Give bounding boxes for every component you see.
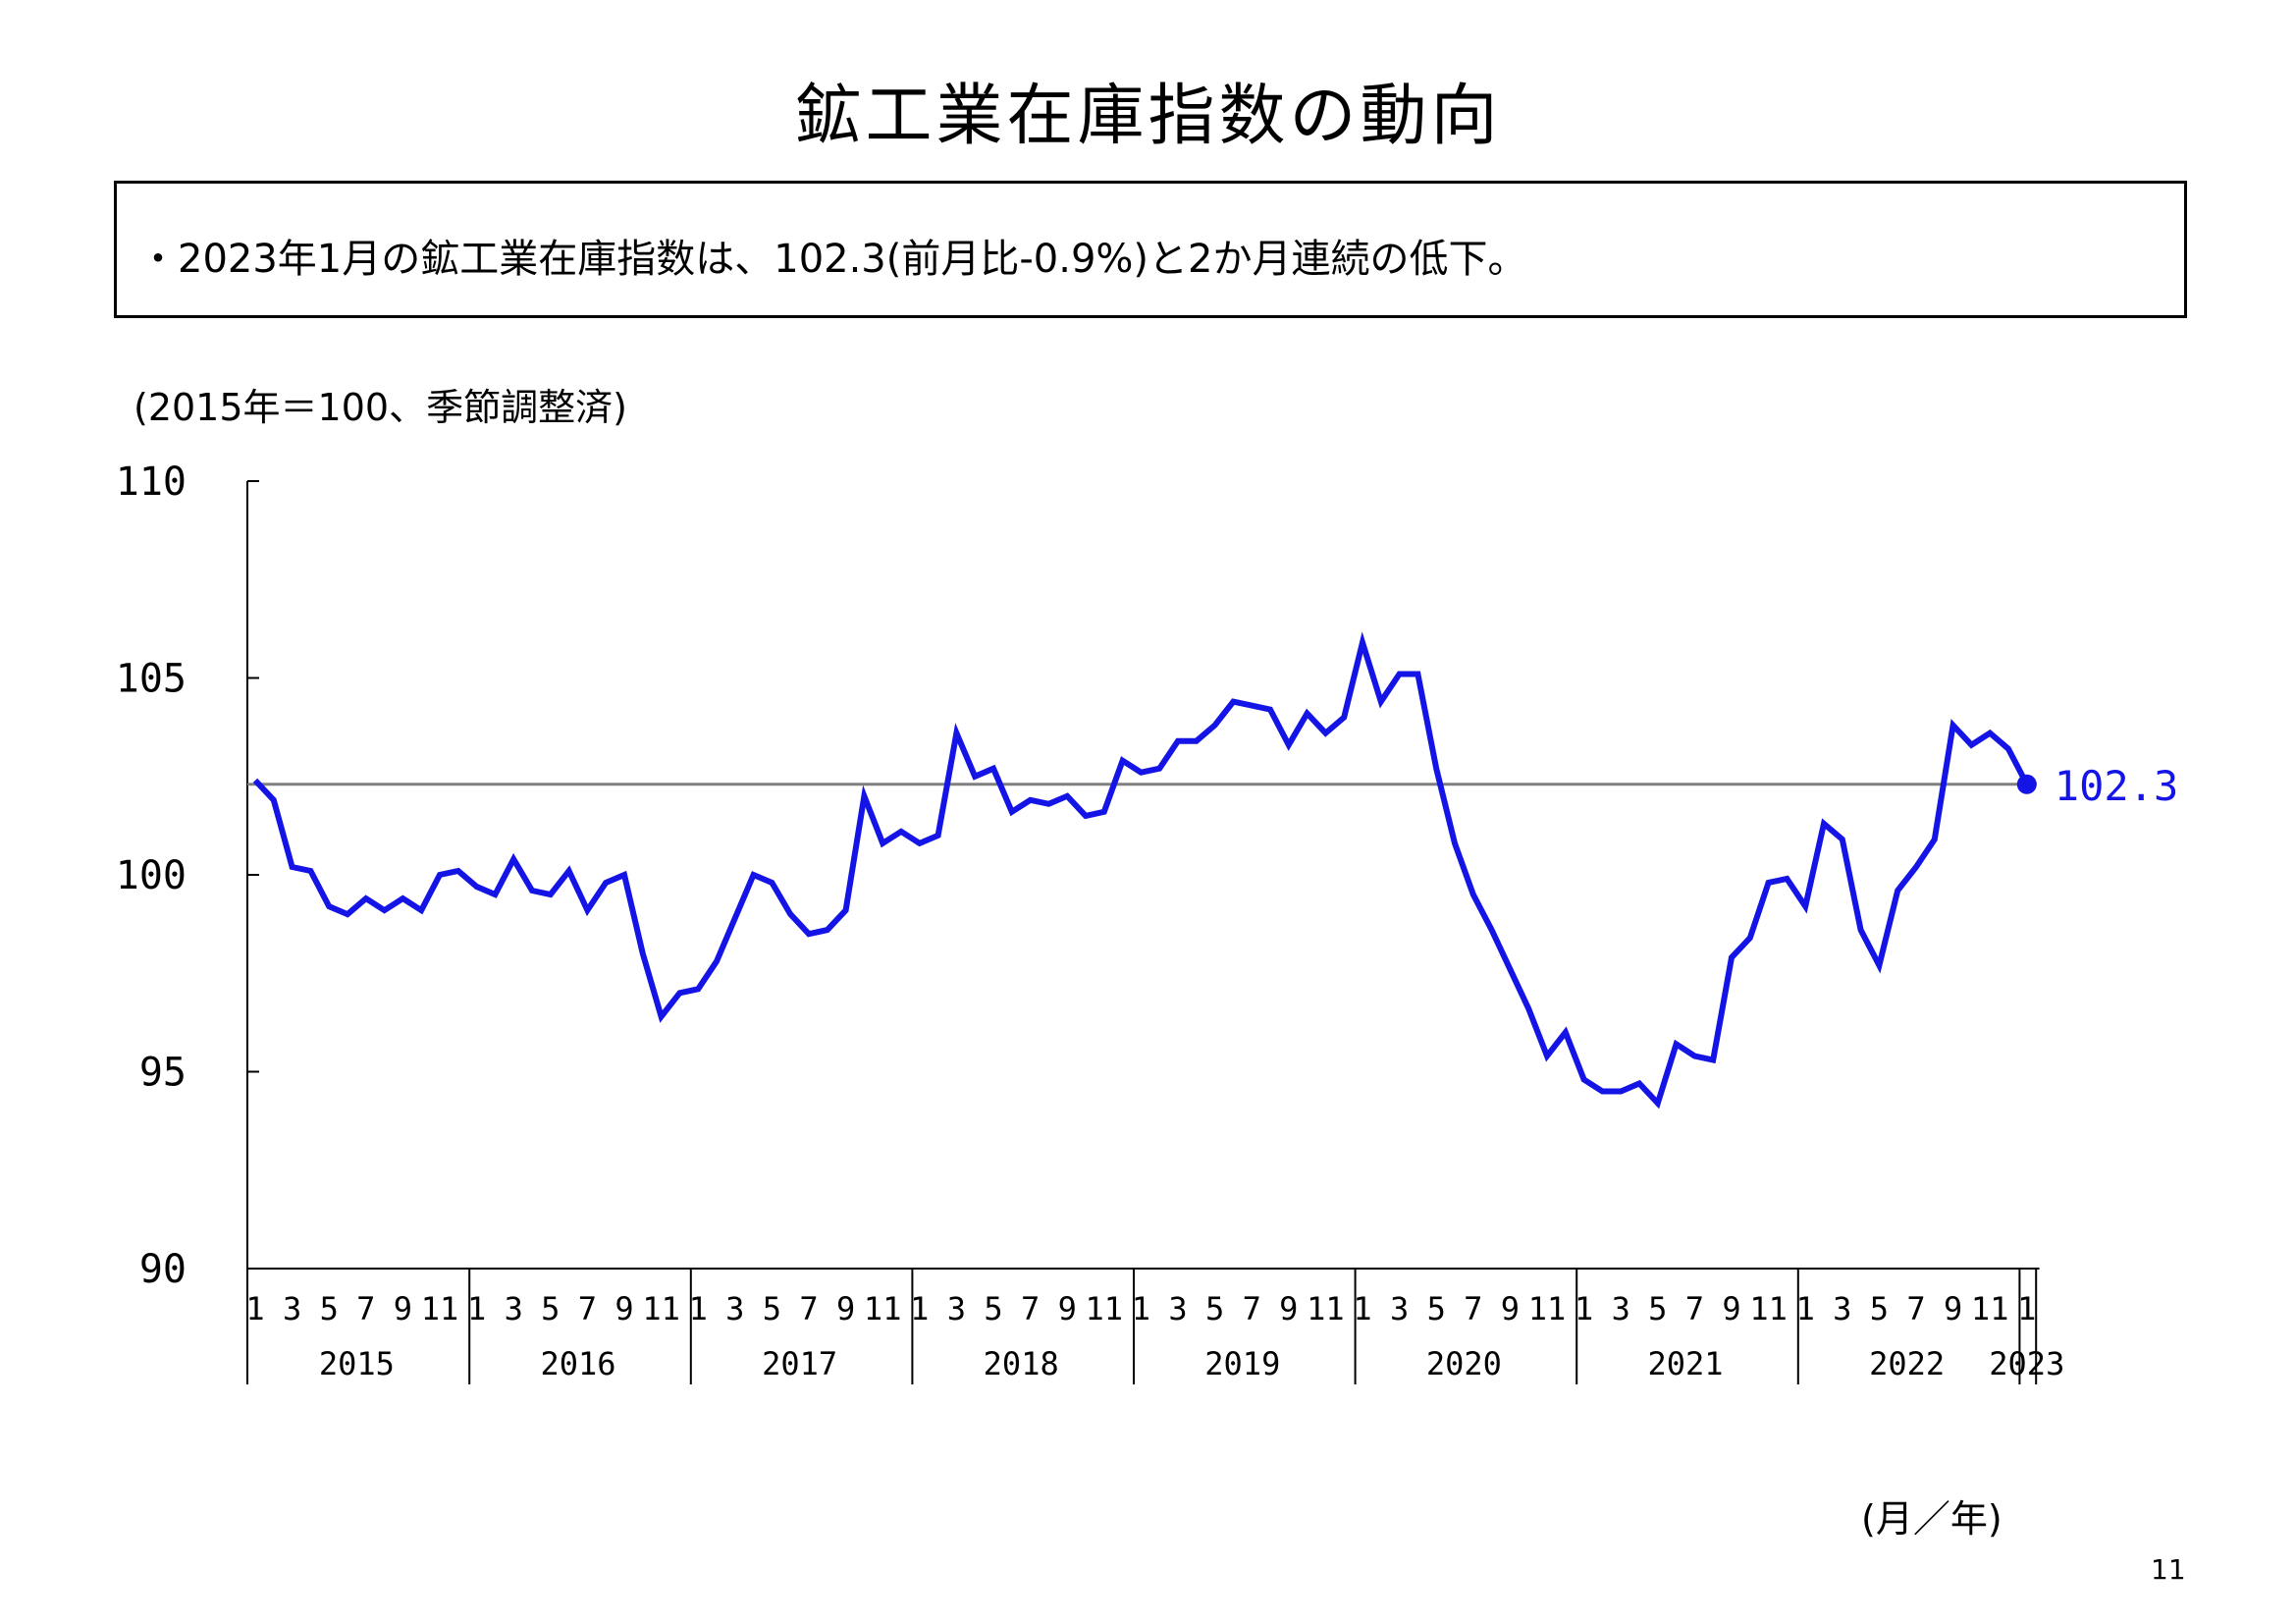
x-month-label: 9	[614, 1290, 633, 1327]
x-month-label: 5	[541, 1290, 560, 1327]
x-month-label: 7	[1021, 1290, 1040, 1327]
x-month-label: 7	[356, 1290, 375, 1327]
x-month-label: 11	[421, 1290, 459, 1327]
x-month-label: 7	[578, 1290, 597, 1327]
x-year-label: 2022	[1869, 1345, 1945, 1382]
x-year-label: 2018	[984, 1345, 1059, 1382]
x-year-label: 2019	[1204, 1345, 1280, 1382]
x-month-label: 1	[1575, 1290, 1593, 1327]
x-month-label: 1	[1796, 1290, 1815, 1327]
y-tick-label: 105	[116, 657, 187, 702]
x-month-label: 11	[864, 1290, 902, 1327]
x-month-label: 5	[1870, 1290, 1889, 1327]
y-tick-label: 90	[139, 1247, 187, 1292]
x-month-label: 1	[245, 1290, 264, 1327]
x-month-label: 7	[799, 1290, 818, 1327]
x-year-label: 2020	[1426, 1345, 1502, 1382]
x-month-label: 3	[1833, 1290, 1851, 1327]
x-month-label: 1	[467, 1290, 486, 1327]
x-month-label: 5	[763, 1290, 781, 1327]
x-month-label: 7	[1464, 1290, 1482, 1327]
x-month-label: 3	[283, 1290, 301, 1327]
page-title: 鉱工業在庫指数の動向	[794, 78, 1502, 155]
x-month-label: 11	[1528, 1290, 1567, 1327]
x-month-label: 5	[320, 1290, 339, 1327]
x-month-label: 1	[2017, 1290, 2036, 1327]
y-tick-label: 95	[139, 1051, 187, 1096]
end-point-marker	[2016, 774, 2037, 794]
x-month-label: 1	[910, 1290, 929, 1327]
x-month-label: 9	[1722, 1290, 1740, 1327]
x-month-label: 1	[1132, 1290, 1150, 1327]
unit-note: (2015年＝100、季節調整済)	[133, 386, 627, 429]
y-tick-label: 100	[116, 853, 187, 898]
x-month-label: 9	[1944, 1290, 1962, 1327]
x-year-label: 2016	[540, 1345, 615, 1382]
summary-box: ・2023年1月の鉱工業在庫指数は、102.3(前月比-0.9%)と2か月連続の…	[114, 181, 2187, 318]
x-month-label: 7	[1685, 1290, 1704, 1327]
x-month-label: 9	[1058, 1290, 1077, 1327]
x-month-label: 7	[1906, 1290, 1925, 1327]
summary-text: ・2023年1月の鉱工業在庫指数は、102.3(前月比-0.9%)と2か月連続の…	[138, 237, 1527, 282]
x-month-label: 5	[1427, 1290, 1446, 1327]
x-month-label: 5	[1205, 1290, 1224, 1327]
x-year-label: 2017	[762, 1345, 837, 1382]
series-line	[252, 631, 2030, 1110]
x-month-label: 11	[1971, 1290, 2009, 1327]
page-number: 11	[2151, 1553, 2186, 1586]
x-month-label: 5	[1648, 1290, 1667, 1327]
x-month-label: 9	[836, 1290, 855, 1327]
x-month-label: 3	[1612, 1290, 1630, 1327]
x-month-label: 11	[642, 1290, 680, 1327]
x-month-label: 11	[1307, 1290, 1345, 1327]
x-month-label: 1	[689, 1290, 708, 1327]
x-month-label: 7	[1243, 1290, 1261, 1327]
x-month-label: 9	[394, 1290, 412, 1327]
x-month-label: 11	[1749, 1290, 1788, 1327]
x-year-label: 2021	[1647, 1345, 1723, 1382]
x-year-label: 2015	[319, 1345, 395, 1382]
x-month-label: 3	[505, 1290, 523, 1327]
x-month-label: 1	[1353, 1290, 1371, 1327]
y-tick-label: 110	[116, 460, 187, 505]
end-value-label: 102.3	[2055, 762, 2178, 810]
x-month-label: 3	[1168, 1290, 1187, 1327]
x-month-label: 3	[725, 1290, 744, 1327]
x-month-label: 3	[1390, 1290, 1409, 1327]
x-month-label: 11	[1086, 1290, 1124, 1327]
x-month-label: 3	[947, 1290, 966, 1327]
x-month-label: 9	[1279, 1290, 1298, 1327]
x-year-label: 2023	[1989, 1345, 2064, 1382]
x-axis-unit-label: (月／年)	[1861, 1497, 2002, 1541]
x-month-label: 5	[984, 1290, 1002, 1327]
x-month-label: 9	[1501, 1290, 1520, 1327]
